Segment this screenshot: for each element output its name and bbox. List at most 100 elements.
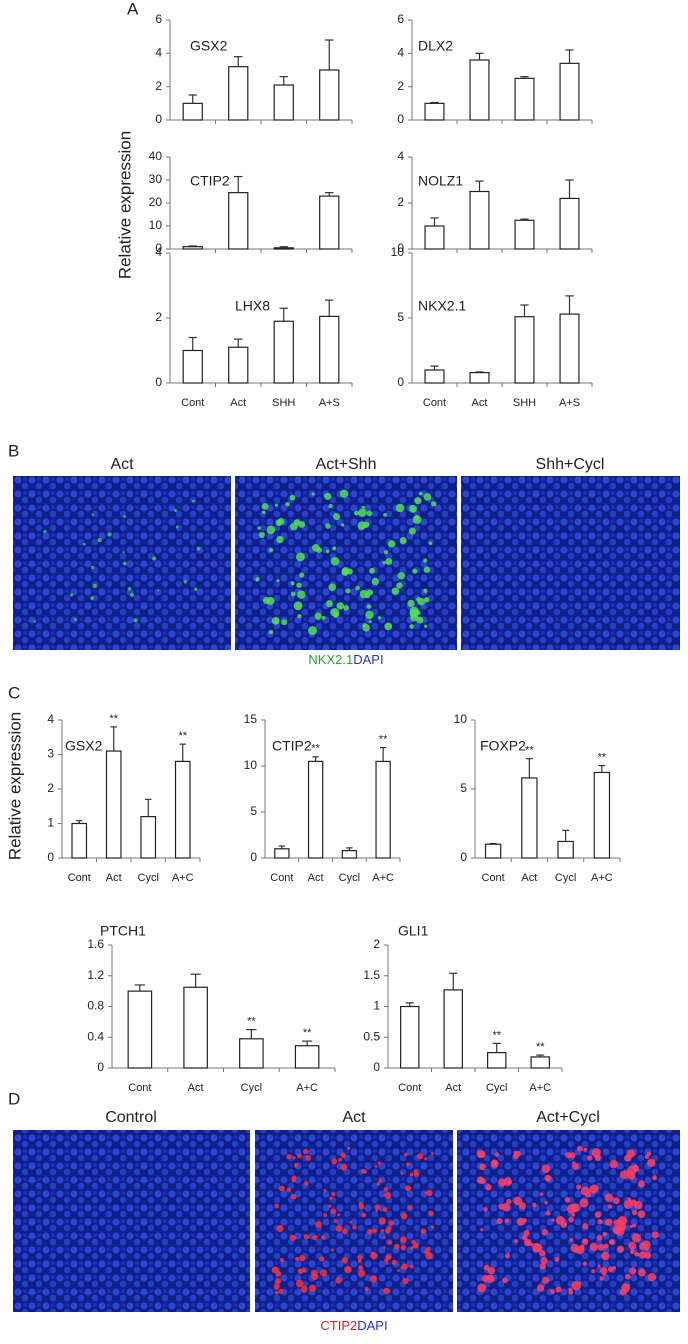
stain-spot	[151, 556, 157, 561]
stain-spot	[423, 493, 432, 501]
stain-spot	[308, 626, 318, 636]
x-tick-label: SHH	[513, 397, 536, 409]
stain-spot	[290, 591, 296, 597]
stain-spot	[333, 1219, 338, 1223]
stain-spot	[174, 508, 178, 513]
stain-spot	[631, 1233, 642, 1243]
y-tick-label: 0	[155, 112, 162, 126]
stain-spot	[291, 1178, 296, 1183]
stain-spot	[400, 1171, 404, 1175]
stain-spot	[597, 1264, 601, 1268]
stain-spot	[301, 1268, 307, 1273]
stain-spot	[320, 1235, 326, 1240]
micrograph	[13, 476, 231, 650]
significance-mark: **	[178, 730, 187, 742]
stain-spot	[607, 1204, 613, 1209]
stain-spot	[423, 588, 428, 593]
stain-spot	[342, 1228, 348, 1235]
stain-spot	[632, 1165, 640, 1172]
stain-spot	[281, 619, 288, 626]
stain-spot	[550, 1289, 555, 1295]
y-tick-label: 2	[47, 781, 54, 795]
significance-mark: **	[303, 1027, 312, 1039]
stain-spot	[336, 602, 344, 610]
stain-spot	[409, 1172, 414, 1177]
stain-spot	[315, 1221, 322, 1228]
stain-spot	[416, 1153, 424, 1160]
stain-spot	[627, 1197, 632, 1202]
stain-spot	[624, 1273, 631, 1280]
stain-spot	[368, 620, 372, 624]
bar	[228, 346, 249, 384]
chart-title: PTCH1	[100, 923, 146, 939]
stain-spot	[374, 1204, 381, 1210]
y-tick-label: 2	[373, 937, 380, 951]
stain-spot	[355, 585, 360, 591]
stain-spot	[297, 590, 306, 599]
stain-spot	[564, 1197, 571, 1203]
stain-spot	[338, 1157, 343, 1162]
stain-spot	[638, 1268, 646, 1277]
x-tick-label: Act	[521, 872, 537, 884]
stain-spot	[571, 1280, 582, 1291]
stain-spot	[324, 492, 332, 500]
stain-spot	[544, 1200, 548, 1205]
stain-spot	[387, 540, 396, 548]
stain-spot	[478, 1150, 486, 1158]
y-tick-label: 10	[391, 245, 405, 259]
stain-spot	[410, 1246, 414, 1250]
y-tick-label: 3	[47, 747, 54, 761]
stain-spot	[316, 547, 323, 554]
bar	[443, 989, 463, 1069]
stain-spot	[358, 508, 367, 517]
y-tick-label: 1.6	[87, 937, 104, 951]
stain-spot	[597, 1219, 603, 1225]
stain-spot	[632, 1223, 637, 1228]
stain-spot	[532, 1242, 542, 1253]
stain-spot	[639, 1251, 647, 1259]
y-tick-label: 5	[397, 310, 404, 324]
stain-spot	[589, 1184, 599, 1194]
stain-spot	[513, 1196, 523, 1206]
stain-spot	[425, 1252, 433, 1260]
chart-title: NOLZ1	[418, 173, 463, 189]
stain-spot	[496, 1218, 503, 1225]
stain-spot	[569, 1237, 574, 1242]
y-tick-label: 0	[155, 375, 162, 389]
stain-spot	[296, 582, 302, 588]
stain-spot	[504, 1218, 510, 1223]
stain-spot	[297, 613, 302, 619]
stain-spot	[337, 1213, 341, 1217]
y-tick-label: 0	[460, 850, 467, 864]
y-tick-label: 2	[397, 79, 404, 93]
micrograph	[13, 1130, 250, 1312]
stain-spot	[262, 510, 266, 515]
stain-spot	[631, 1209, 638, 1216]
stain-spot	[296, 1153, 302, 1159]
x-tick-label: Act	[445, 1082, 461, 1094]
stain-spot	[266, 597, 275, 605]
bar	[239, 1038, 264, 1069]
stain-spot	[192, 499, 195, 503]
stain-spot	[339, 489, 349, 499]
caption-stain: CTIP2	[320, 1318, 357, 1333]
bar	[557, 840, 574, 859]
stain-spot	[378, 1178, 383, 1183]
y-tick-label: 6	[155, 12, 162, 26]
stain-spot	[372, 1228, 377, 1234]
stain-spot	[312, 1234, 318, 1241]
stain-spot	[609, 1159, 619, 1169]
stain-spot	[594, 1211, 602, 1218]
stain-spot	[385, 1262, 389, 1265]
stain-spot	[613, 1197, 620, 1205]
bar	[319, 69, 340, 121]
bar	[424, 225, 445, 250]
stain-spot	[385, 557, 393, 566]
y-tick-label: 0.8	[87, 999, 104, 1013]
stain-spot	[295, 552, 305, 562]
stain-spot	[514, 1239, 518, 1243]
stain-spot	[349, 1220, 352, 1224]
bar	[319, 315, 340, 384]
stain-spot	[416, 616, 424, 624]
stain-spot	[587, 1155, 593, 1161]
